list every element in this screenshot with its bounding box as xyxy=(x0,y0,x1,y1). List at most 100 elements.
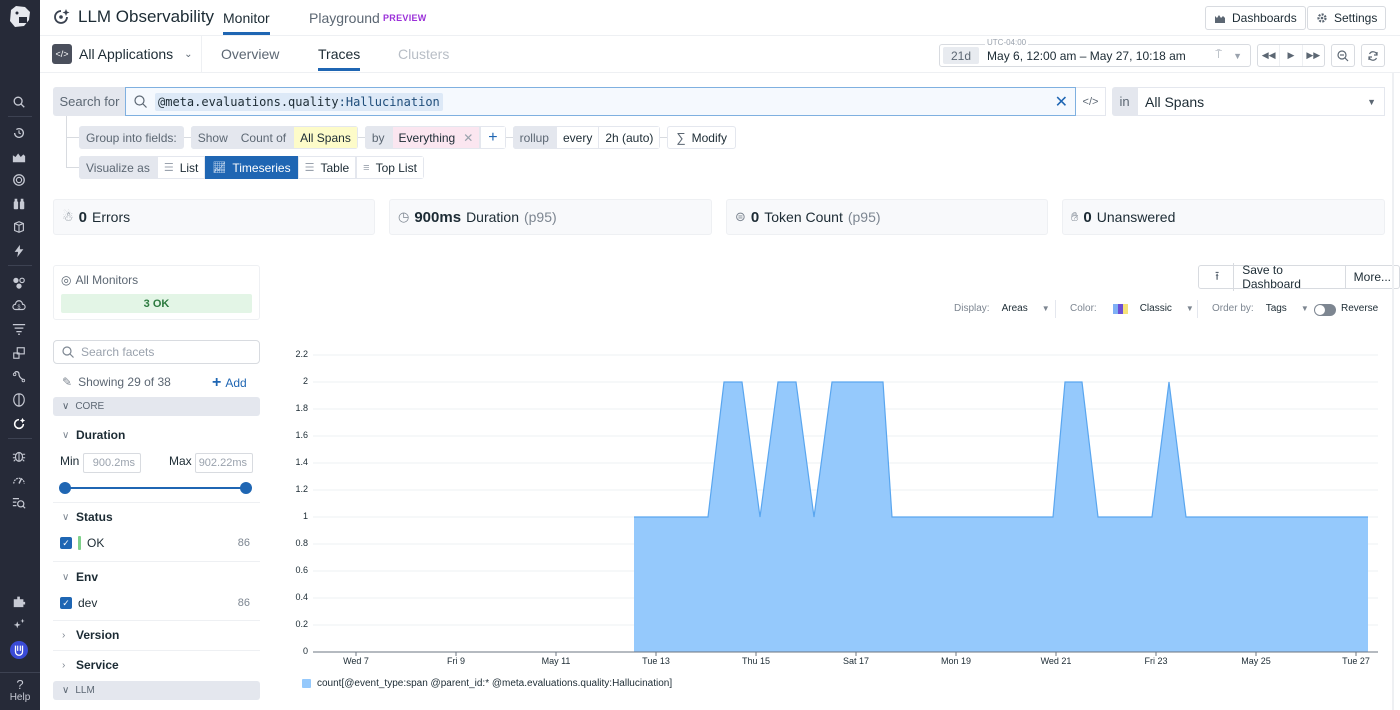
ci-icon[interactable] xyxy=(10,494,28,512)
duration-max-input[interactable]: 902.22ms xyxy=(195,453,253,473)
group-by-select[interactable]: Everything ✕ xyxy=(391,126,481,149)
duration-slider-min-handle[interactable] xyxy=(59,482,71,494)
y-tick-label: 1.2 xyxy=(295,484,308,494)
monitors-summary[interactable]: ◎ All Monitors 3 OK xyxy=(53,265,260,320)
settings-button[interactable]: Settings xyxy=(1307,6,1387,30)
performance-icon[interactable] xyxy=(10,471,28,489)
clear-search-icon[interactable]: ✕ xyxy=(1054,94,1068,111)
recent-icon[interactable] xyxy=(10,124,28,142)
pin-icon[interactable]: ⍑ xyxy=(1215,49,1222,61)
visualize-table-button[interactable]: ☰ Table xyxy=(297,156,357,179)
refresh-icon xyxy=(1368,50,1378,61)
add-group-button[interactable]: + xyxy=(480,126,506,149)
tab-playground[interactable]: Playground xyxy=(309,10,380,26)
play-icon[interactable]: ▶ xyxy=(1280,45,1303,66)
rewind-icon[interactable]: ◀◀ xyxy=(1258,45,1281,66)
zoom-out-button[interactable] xyxy=(1331,44,1355,67)
binoculars-icon[interactable] xyxy=(10,195,28,213)
playback-controls: ◀◀ ▶ ▶▶ xyxy=(1257,44,1325,67)
connector xyxy=(183,137,191,138)
checkbox-checked[interactable]: ✓ xyxy=(60,597,72,609)
page-scrollbar[interactable] xyxy=(1392,73,1394,710)
visualize-list-button[interactable]: ☰ List xyxy=(156,156,206,179)
security-icon[interactable] xyxy=(10,391,28,409)
user-avatar-icon[interactable] xyxy=(10,641,28,659)
monitors-icon[interactable] xyxy=(10,171,28,189)
facet-duration-title: Duration xyxy=(76,428,126,442)
lightning-icon[interactable] xyxy=(10,242,28,260)
visualize-toplist-button[interactable]: ≡ Top List xyxy=(356,156,424,179)
caret-down-icon[interactable]: ▼ xyxy=(1233,50,1242,61)
rollup-every-select[interactable]: every xyxy=(555,126,600,149)
x-tick-label: Wed 21 xyxy=(1040,656,1072,666)
timeseries-chart[interactable]: 0 0.2 0.4 0.6 0.8 1 1.2 1.4 1.6 1.8 2 2.2 Wed 7 Fri … xyxy=(280,340,1390,700)
x-tick-label: May 25 xyxy=(1241,656,1271,666)
rollup-interval-select[interactable]: 2h (auto) xyxy=(599,126,661,149)
duration-slider-max-handle[interactable] xyxy=(240,482,252,494)
bug-icon[interactable] xyxy=(10,447,28,465)
order-by-select[interactable]: Order by: Tags ▼ xyxy=(1212,303,1309,314)
tab-overview[interactable]: Overview xyxy=(221,46,279,62)
facet-status-ok[interactable]: ✓ OK 86 xyxy=(60,536,250,550)
tab-clusters[interactable]: Clusters xyxy=(398,46,449,62)
duration-range-slider[interactable] xyxy=(64,487,246,489)
search-query-input[interactable]: @meta.evaluations.quality:Hallucination … xyxy=(125,87,1076,116)
cloud-cost-icon[interactable]: $ xyxy=(10,297,28,315)
time-range-picker[interactable]: 21d May 6, 12:00 am – May 27, 10:18 am ⍑… xyxy=(939,44,1251,67)
more-button[interactable]: More... xyxy=(1344,266,1399,288)
chart-plot-area[interactable] xyxy=(280,340,1390,660)
stat-unanswered[interactable]: ✋︎ 0 Unanswered xyxy=(1062,199,1385,235)
reverse-toggle[interactable] xyxy=(1314,304,1336,316)
by-label: by xyxy=(364,126,392,149)
integrations-icon[interactable] xyxy=(10,592,28,610)
facet-env-header[interactable]: ∨ Env xyxy=(62,570,98,584)
tab-monitor[interactable]: Monitor xyxy=(223,10,270,35)
help-button[interactable]: ? Help xyxy=(0,672,40,710)
search-icon[interactable] xyxy=(10,93,28,111)
display-select[interactable]: Display: Areas ▼ xyxy=(954,303,1050,314)
visualize-timeseries-button[interactable]: 📈︎ Timeseries xyxy=(205,156,298,179)
ai-sparkle-icon[interactable] xyxy=(10,615,28,633)
section-core[interactable]: ∨ CORE xyxy=(53,397,260,416)
apm-icon[interactable] xyxy=(10,344,28,362)
tab-traces[interactable]: Traces xyxy=(318,46,361,71)
chart-legend[interactable]: count[@event_type:span @parent_id:* @met… xyxy=(302,678,672,689)
logs-icon[interactable] xyxy=(10,320,28,338)
section-llm[interactable]: ∨ LLM xyxy=(53,681,260,700)
stat-token-count[interactable]: ⊜ 0 Token Count (p95) xyxy=(726,199,1048,235)
count-of-select[interactable]: All Spans xyxy=(293,126,358,149)
facet-status-header[interactable]: ∨ Status xyxy=(62,510,113,524)
stat-errors[interactable]: ☃︎ 0 Errors xyxy=(53,199,375,235)
service-map-icon[interactable] xyxy=(10,274,28,292)
add-facet-button[interactable]: + Add xyxy=(212,374,247,392)
color-select[interactable]: Color: Classic ▼ xyxy=(1070,303,1194,314)
datadog-logo-icon[interactable] xyxy=(7,4,33,30)
search-facets-input[interactable]: Search facets xyxy=(53,340,260,364)
checkbox-checked[interactable]: ✓ xyxy=(60,537,72,549)
application-selector[interactable]: </> All Applications ⌄ xyxy=(52,44,193,64)
span-scope-select[interactable]: All Spans ▼ xyxy=(1137,87,1385,116)
llm-observability-icon[interactable] xyxy=(10,415,28,433)
refresh-button[interactable] xyxy=(1361,44,1385,67)
pencil-icon[interactable]: ✎ xyxy=(62,375,73,389)
remove-group-icon[interactable]: ✕ xyxy=(463,130,474,145)
query-code-toggle[interactable]: </> xyxy=(1076,87,1106,116)
dashboards-button[interactable]: Dashboards xyxy=(1205,6,1306,30)
facet-version-header[interactable]: › Version xyxy=(62,628,119,642)
query-token[interactable]: @meta.evaluations.quality:Hallucination xyxy=(155,92,443,111)
table-label: Table xyxy=(320,160,350,175)
tab-traces-label: Traces xyxy=(318,46,361,62)
infrastructure-icon[interactable] xyxy=(10,218,28,236)
facet-service-header[interactable]: › Service xyxy=(62,658,119,672)
facet-duration-header[interactable]: ∨ Duration xyxy=(62,428,125,442)
facet-version-title: Version xyxy=(76,628,120,642)
facet-env-dev[interactable]: ✓ dev 86 xyxy=(60,596,250,610)
stat-duration[interactable]: ◷ 900ms Duration (p95) xyxy=(389,199,712,235)
modify-button[interactable]: ∑ Modify xyxy=(667,126,736,149)
synthetics-icon[interactable] xyxy=(10,368,28,386)
dashboards-icon[interactable] xyxy=(10,148,28,166)
duration-min-input[interactable]: 900.2ms xyxy=(83,453,141,473)
fast-forward-icon[interactable]: ▶▶ xyxy=(1306,50,1321,60)
save-to-dashboard-button[interactable]: ⭱ Save to Dashboard xyxy=(1199,263,1345,291)
color-value: Classic xyxy=(1139,303,1172,314)
